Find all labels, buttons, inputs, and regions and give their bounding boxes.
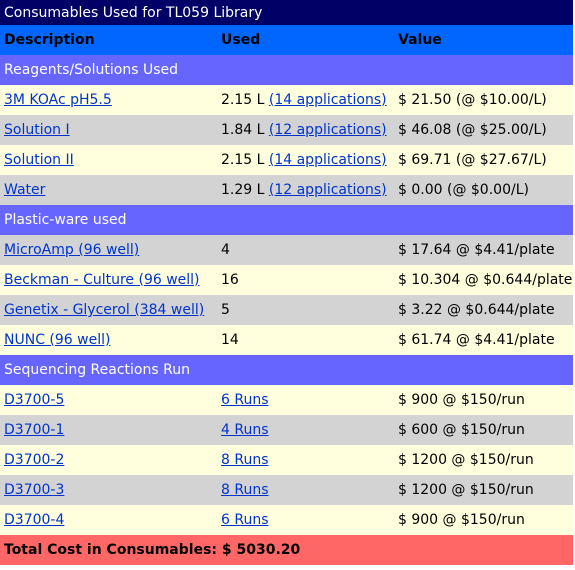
run-value: $ 900 @ $150/run [394, 505, 573, 535]
table-row: Water 1.29 L (12 applications) $ 0.00 (@… [0, 175, 573, 205]
section-sequencing: Sequencing Reactions Run [0, 355, 573, 385]
plastic-link[interactable]: Beckman - Culture (96 well) [4, 272, 200, 288]
table-row: Solution II 2.15 L (14 applications) $ 6… [0, 145, 573, 175]
reagent-link[interactable]: Solution I [4, 122, 70, 138]
runs-count-link[interactable]: 8 Runs [221, 482, 269, 498]
reagent-value: $ 0.00 (@ $0.00/L) [394, 175, 573, 205]
runs-count-link[interactable]: 8 Runs [221, 452, 269, 468]
plastic-value: $ 10.304 @ $0.644/plate [394, 265, 573, 295]
reagent-used: 2.15 L [221, 152, 265, 168]
header-value: Value [394, 25, 573, 55]
section-sequencing-label: Sequencing Reactions Run [0, 355, 573, 385]
table-row: MicroAmp (96 well) 4 $ 17.64 @ $4.41/pla… [0, 235, 573, 265]
run-value: $ 600 @ $150/run [394, 415, 573, 445]
plastic-link[interactable]: NUNC (96 well) [4, 332, 111, 348]
reagent-used: 1.84 L [221, 122, 265, 138]
table-row: Solution I 1.84 L (12 applications) $ 46… [0, 115, 573, 145]
run-link[interactable]: D3700-5 [4, 392, 65, 408]
applications-link[interactable]: (14 applications) [268, 152, 387, 168]
header-used: Used [217, 25, 394, 55]
reagent-used: 2.15 L [221, 92, 265, 108]
table-title: Consumables Used for TL059 Library [0, 0, 573, 25]
reagent-value: $ 21.50 (@ $10.00/L) [394, 85, 573, 115]
reagent-link[interactable]: Solution II [4, 152, 74, 168]
section-plastic-label: Plastic-ware used [0, 205, 573, 235]
reagent-used: 1.29 L [221, 182, 265, 198]
applications-link[interactable]: (12 applications) [268, 122, 387, 138]
table-row: D3700-1 4 Runs $ 600 @ $150/run [0, 415, 573, 445]
table-row: 3M KOAc pH5.5 2.15 L (14 applications) $… [0, 85, 573, 115]
header-description: Description [0, 25, 217, 55]
runs-count-link[interactable]: 6 Runs [221, 512, 269, 528]
reagent-link[interactable]: 3M KOAc pH5.5 [4, 92, 112, 108]
table-row: Beckman - Culture (96 well) 16 $ 10.304 … [0, 265, 573, 295]
plastic-used: 16 [217, 265, 394, 295]
plastic-used: 5 [217, 295, 394, 325]
table-row: Genetix - Glycerol (384 well) 5 $ 3.22 @… [0, 295, 573, 325]
run-link[interactable]: D3700-3 [4, 482, 65, 498]
plastic-value: $ 61.74 @ $4.41/plate [394, 325, 573, 355]
table-row: D3700-5 6 Runs $ 900 @ $150/run [0, 385, 573, 415]
table-row: D3700-4 6 Runs $ 900 @ $150/run [0, 505, 573, 535]
applications-link[interactable]: (14 applications) [268, 92, 387, 108]
run-link[interactable]: D3700-4 [4, 512, 65, 528]
plastic-link[interactable]: MicroAmp (96 well) [4, 242, 140, 258]
section-reagents-label: Reagents/Solutions Used [0, 55, 573, 85]
run-link[interactable]: D3700-1 [4, 422, 65, 438]
plastic-link[interactable]: Genetix - Glycerol (384 well) [4, 302, 205, 318]
runs-count-link[interactable]: 6 Runs [221, 392, 269, 408]
plastic-used: 4 [217, 235, 394, 265]
plastic-value: $ 3.22 @ $0.644/plate [394, 295, 573, 325]
reagent-value: $ 46.08 (@ $25.00/L) [394, 115, 573, 145]
run-link[interactable]: D3700-2 [4, 452, 65, 468]
table-title-row: Consumables Used for TL059 Library [0, 0, 573, 25]
table-row: D3700-3 8 Runs $ 1200 @ $150/run [0, 475, 573, 505]
header-row: Description Used Value [0, 25, 573, 55]
section-reagents: Reagents/Solutions Used [0, 55, 573, 85]
reagent-value: $ 69.71 (@ $27.67/L) [394, 145, 573, 175]
run-value: $ 900 @ $150/run [394, 385, 573, 415]
section-plastic: Plastic-ware used [0, 205, 573, 235]
reagent-link[interactable]: Water [4, 182, 46, 198]
plastic-used: 14 [217, 325, 394, 355]
total-cost: Total Cost in Consumables: $ 5030.20 [0, 535, 573, 565]
run-value: $ 1200 @ $150/run [394, 445, 573, 475]
run-value: $ 1200 @ $150/run [394, 475, 573, 505]
runs-count-link[interactable]: 4 Runs [221, 422, 269, 438]
plastic-value: $ 17.64 @ $4.41/plate [394, 235, 573, 265]
table-row: D3700-2 8 Runs $ 1200 @ $150/run [0, 445, 573, 475]
total-row: Total Cost in Consumables: $ 5030.20 [0, 535, 573, 565]
applications-link[interactable]: (12 applications) [268, 182, 387, 198]
table-row: NUNC (96 well) 14 $ 61.74 @ $4.41/plate [0, 325, 573, 355]
